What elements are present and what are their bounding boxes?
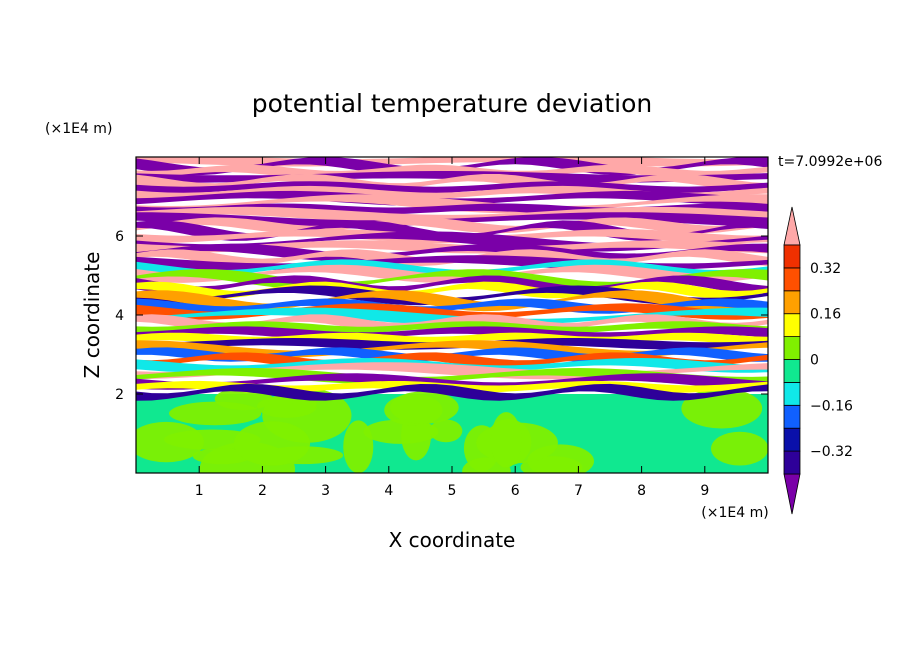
y-unit-label: (×1E4 m) <box>45 121 112 137</box>
stratified-band <box>136 264 768 283</box>
y-axis: 2 4 6 <box>115 229 768 403</box>
colorbar-segment <box>783 359 801 383</box>
stratified-band <box>136 206 768 223</box>
lower-blob <box>169 401 262 426</box>
lower-blob <box>711 431 768 466</box>
x-tick-label: 3 <box>321 483 330 499</box>
stratified-band <box>136 281 768 299</box>
lower-blob <box>233 421 311 466</box>
x-tick-label: 8 <box>637 483 646 499</box>
y-axis-label: Z coordinate <box>80 252 104 379</box>
stratified-band <box>136 173 768 191</box>
y-tick-label: 4 <box>115 308 124 324</box>
x-tick-label: 7 <box>574 483 583 499</box>
x-tick-label: 9 <box>700 483 709 499</box>
colorbar-segment <box>783 381 801 406</box>
stratified-band <box>136 368 768 385</box>
x-tick-label: 1 <box>195 483 204 499</box>
stratified-band <box>136 194 768 214</box>
stratified-band <box>136 314 768 331</box>
x-tick-label: 5 <box>448 483 457 499</box>
lower-blob <box>390 391 459 424</box>
y-tick-label: 6 <box>115 229 124 245</box>
time-label: t=7.0992e+06 <box>778 154 882 170</box>
stratified-band <box>136 383 768 401</box>
lower-blob <box>343 420 374 473</box>
x-tick-label: 2 <box>258 483 267 499</box>
lower-blob <box>136 421 204 463</box>
stratified-band <box>136 259 768 278</box>
stratified-band <box>136 285 768 306</box>
stratified-band <box>136 373 768 390</box>
lower-blob <box>490 412 522 468</box>
colorbar-tick-label: 0.32 <box>810 261 841 277</box>
colorbar-segment <box>783 244 801 269</box>
lower-blob <box>429 419 463 443</box>
colorbar-tick-label: 0.16 <box>810 307 841 323</box>
stratified-band <box>136 217 768 234</box>
colorbar-tick-label: 0 <box>810 353 819 369</box>
lower-blob <box>363 419 439 444</box>
colorbar-segment <box>783 336 801 360</box>
colorbar: −0.32 −0.16 0 0.16 0.32 <box>783 206 853 515</box>
colorbar-segment <box>783 404 801 429</box>
chart-title: potential temperature deviation <box>252 89 652 118</box>
colorbar-tick-label: −0.32 <box>810 444 853 460</box>
x-unit-label: (×1E4 m) <box>701 505 768 521</box>
x-axis-label: X coordinate <box>389 528 516 552</box>
stratified-band <box>136 307 768 327</box>
plot-area <box>136 157 768 473</box>
colorbar-segment <box>783 267 801 292</box>
lower-blob <box>192 448 252 465</box>
colorbar-segment <box>783 290 801 315</box>
x-axis: 1 2 3 4 5 6 7 8 9 <box>195 157 709 499</box>
x-tick-label: 6 <box>511 483 520 499</box>
y-tick-label: 2 <box>115 387 124 403</box>
stratified-band <box>136 190 768 206</box>
colorbar-segment <box>783 450 801 475</box>
colorbar-extend-high <box>783 206 801 246</box>
colorbar-extend-low <box>783 473 801 515</box>
x-tick-label: 4 <box>384 483 393 499</box>
colorbar-segment <box>783 313 801 338</box>
colorbar-segment <box>783 427 801 452</box>
colorbar-tick-label: −0.16 <box>810 398 853 414</box>
stratified-band <box>136 303 768 320</box>
stratified-band <box>136 275 768 294</box>
